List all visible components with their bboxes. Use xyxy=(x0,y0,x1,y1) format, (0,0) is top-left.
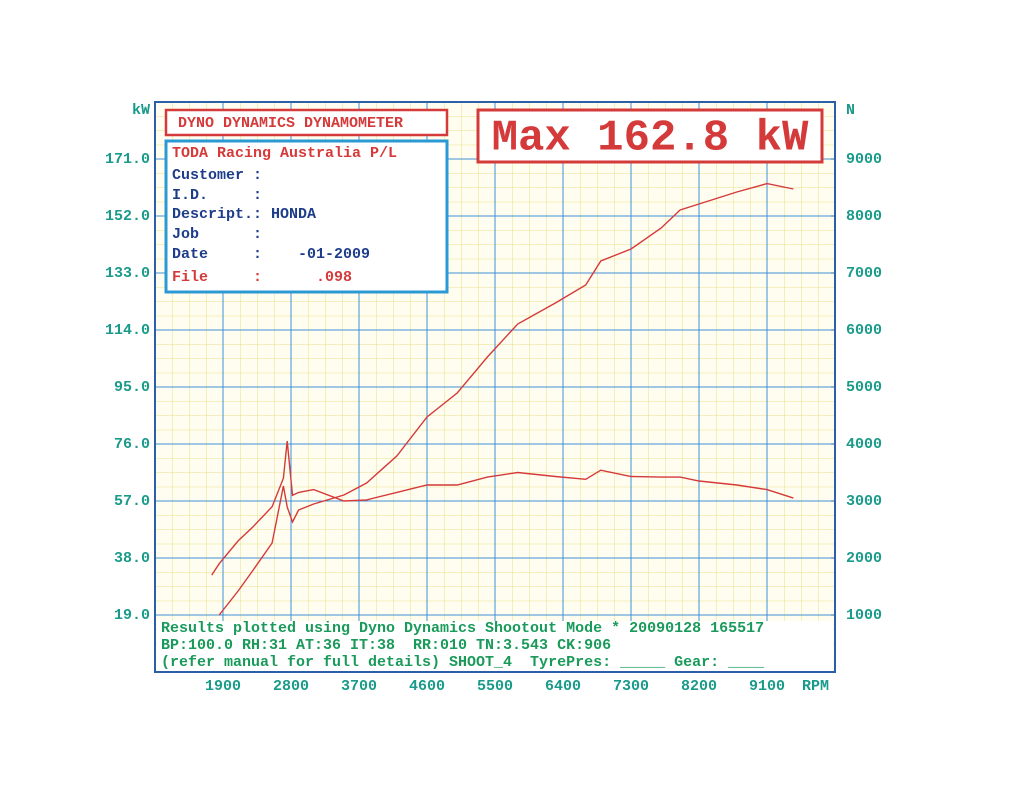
info-line: I.D. : xyxy=(172,187,262,204)
x-tick-label: 8200 xyxy=(681,678,717,695)
info-box xyxy=(164,139,449,294)
y-tick-label: 152.0 xyxy=(105,208,150,225)
y-tick-label: 114.0 xyxy=(105,322,150,339)
y2-tick-label: 7000 xyxy=(846,265,882,282)
info-title: TODA Racing Australia P/L xyxy=(172,145,397,162)
footer-line: (refer manual for full details) SHOOT_4 … xyxy=(161,654,765,671)
y2-tick-label: 1000 xyxy=(846,607,882,624)
y2-tick-label: 9000 xyxy=(846,151,882,168)
y2-axis-label: N xyxy=(846,102,855,119)
info-line: Descript.: HONDA xyxy=(172,206,316,223)
y2-tick-label: 3000 xyxy=(846,493,882,510)
y2-tick-label: 5000 xyxy=(846,379,882,396)
y-axis-label: kW xyxy=(132,102,150,119)
x-tick-label: 6400 xyxy=(545,678,581,695)
x-axis-label: RPM xyxy=(802,678,829,695)
x-tick-label: 3700 xyxy=(341,678,377,695)
x-tick-label: 2800 xyxy=(273,678,309,695)
y-tick-label: 57.0 xyxy=(114,493,150,510)
y-tick-label: 76.0 xyxy=(114,436,150,453)
max-annotation: Max 162.8 kW xyxy=(492,114,809,164)
header-box xyxy=(164,108,449,137)
y-tick-label: 133.0 xyxy=(105,265,150,282)
y2-tick-label: 6000 xyxy=(846,322,882,339)
y2-tick-label: 2000 xyxy=(846,550,882,567)
header: DYNO DYNAMICS DYNAMOMETER xyxy=(178,115,403,132)
y-tick-label: 171.0 xyxy=(105,151,150,168)
y-tick-label: 38.0 xyxy=(114,550,150,567)
x-tick-label: 1900 xyxy=(205,678,241,695)
info-file: File : .098 xyxy=(172,269,352,286)
y2-tick-label: 8000 xyxy=(846,208,882,225)
series-line xyxy=(211,441,794,576)
x-tick-label: 4600 xyxy=(409,678,445,695)
footer-line: BP:100.0 RH:31 AT:36 IT:38 RR:010 TN:3.5… xyxy=(161,637,611,654)
x-tick-label: 9100 xyxy=(749,678,785,695)
footer-line: Results plotted using Dyno Dynamics Shoo… xyxy=(161,620,764,637)
max-box xyxy=(476,108,824,164)
y2-tick-label: 4000 xyxy=(846,436,882,453)
x-tick-label: 7300 xyxy=(613,678,649,695)
info-line: Date : -01-2009 xyxy=(172,246,370,263)
y-tick-label: 19.0 xyxy=(114,607,150,624)
info-line: Job : xyxy=(172,226,262,243)
footer-bg xyxy=(157,621,833,671)
y-tick-label: 95.0 xyxy=(114,379,150,396)
x-tick-label: 5500 xyxy=(477,678,513,695)
series-line xyxy=(218,182,794,616)
info-line: Customer : xyxy=(172,167,262,184)
